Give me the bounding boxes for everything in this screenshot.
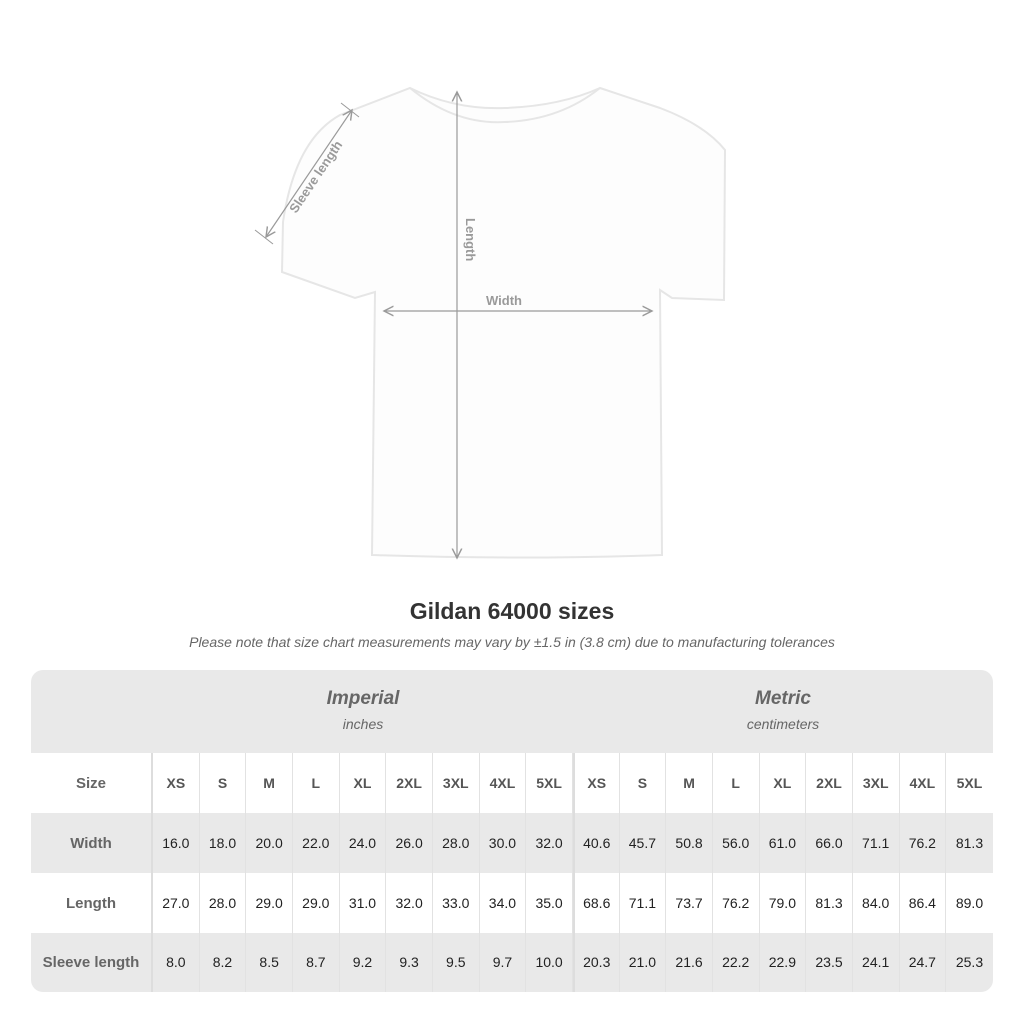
table-cell: 81.3: [806, 873, 853, 933]
table-cell: 73.7: [666, 873, 713, 933]
metric-group-header: Metric centimeters: [573, 670, 993, 753]
table-row: Width 16.0 18.0 20.0 22.0 24.0 26.0 28.0 30.0 32.…: [31, 813, 993, 873]
table-cell: 89.0: [955, 895, 984, 911]
table-cell: 25.3: [955, 954, 984, 970]
size-header-row: Size XS S M L XL 2XL 3XL 4XL 5XL XS S M L XL 2XL 3XL 4XL…: [31, 753, 993, 813]
sleeve-arrow: [266, 110, 352, 237]
table-cell: 24.7: [900, 932, 947, 992]
table-cell: 22.9: [760, 932, 807, 992]
table-cell: 21.0: [620, 932, 667, 992]
row-label: Sleeve length: [31, 932, 153, 992]
size-header-cell: 3XL: [433, 753, 480, 813]
table-cell: 21.6: [666, 932, 713, 992]
size-header-cell: 5XL: [526, 753, 573, 813]
table-cell: 9.3: [386, 932, 433, 992]
size-header-cell: 2XL: [386, 753, 433, 813]
table-cell: 27.0: [153, 873, 200, 933]
table-cell: 81.3: [955, 835, 984, 851]
table-cell: 9.5: [433, 932, 480, 992]
table-cell: 35.0: [526, 873, 573, 933]
table-cell: 9.2: [340, 932, 387, 992]
width-label: Width: [486, 293, 522, 308]
table-cell: 8.2: [200, 932, 247, 992]
table-cell: 8.5: [246, 932, 293, 992]
table-cell: 66.0: [806, 813, 853, 873]
table-cell: 34.0: [480, 873, 527, 933]
table-cell: 31.0: [340, 873, 387, 933]
table-cell: 18.0: [200, 813, 247, 873]
size-header-cell: 5XL: [956, 775, 983, 791]
table-cell: 22.0: [293, 813, 340, 873]
page-title: Gildan 64000 sizes: [409, 598, 615, 624]
table-cell: 30.0: [480, 813, 527, 873]
table-cell: 8.7: [293, 932, 340, 992]
table-cell: 40.6: [572, 813, 620, 873]
size-header-cell: XL: [340, 753, 387, 813]
size-header-cell: XS: [153, 753, 200, 813]
size-label: Size: [31, 753, 153, 813]
size-header-cell: 2XL: [806, 753, 853, 813]
table-cell: 76.2: [713, 873, 760, 933]
table-cell: 79.0: [760, 873, 807, 933]
table-cell: 8.0: [153, 932, 200, 992]
group-unit: centimeters: [746, 716, 820, 732]
table-cell: 50.8: [666, 813, 713, 873]
table-cell: 23.5: [806, 932, 853, 992]
size-header-cell: XS: [572, 753, 620, 813]
size-header-cell: XL: [760, 753, 807, 813]
length-label: Length: [463, 218, 478, 261]
table-cell: 86.4: [900, 873, 947, 933]
size-header-cell: S: [620, 753, 667, 813]
table-row: Length 27.0 28.0 29.0 29.0 31.0 32.0 33.0 34.0 35…: [31, 873, 993, 933]
group-unit: inches: [342, 716, 384, 732]
table-cell: 56.0: [713, 813, 760, 873]
table-cell: 76.2: [900, 813, 947, 873]
table-cell: 26.0: [386, 813, 433, 873]
table-cell: 10.0: [526, 932, 573, 992]
table-cell: 68.6: [572, 873, 620, 933]
table-cell: 20.0: [246, 813, 293, 873]
size-header-cell: M: [246, 753, 293, 813]
tshirt-diagram: Sleeve length Length Width: [254, 86, 727, 590]
size-header-cell: 3XL: [853, 753, 900, 813]
size-header-cell: 4XL: [900, 753, 947, 813]
imperial-group-header: Imperial inches: [153, 670, 573, 753]
table-cell: 32.0: [526, 813, 573, 873]
table-cell: 22.2: [713, 932, 760, 992]
table-row: Sleeve length 8.0 8.2 8.5 8.7 9.2 9.3 9.5 9.7 10.…: [31, 932, 993, 992]
table-cell: 84.0: [853, 873, 900, 933]
table-cell: 71.1: [620, 873, 667, 933]
tshirt-image: [280, 86, 727, 559]
table-cell: 33.0: [433, 873, 480, 933]
table-cell: 61.0: [760, 813, 807, 873]
group-name: Imperial: [326, 688, 400, 709]
row-label: Width: [31, 813, 153, 873]
row-label: Length: [31, 873, 153, 933]
table-cell: 28.0: [433, 813, 480, 873]
table-cell: 45.7: [620, 813, 667, 873]
table-cell: 24.1: [853, 932, 900, 992]
table-cell: 24.0: [340, 813, 387, 873]
table-cell: 28.0: [200, 873, 247, 933]
size-header-cell: L: [713, 753, 760, 813]
table-cell: 29.0: [246, 873, 293, 933]
size-header-cell: L: [293, 753, 340, 813]
table-cell: 29.0: [293, 873, 340, 933]
size-header-cell: M: [666, 753, 713, 813]
tolerance-note: Please note that size chart measurements…: [189, 634, 835, 650]
size-header-cell: S: [200, 753, 247, 813]
group-name: Metric: [755, 688, 811, 709]
table-cell: 32.0: [386, 873, 433, 933]
size-table: Imperial inches Metric centimeters Size …: [31, 670, 993, 992]
table-cell: 9.7: [480, 932, 527, 992]
table-cell: 16.0: [153, 813, 200, 873]
table-cell: 71.1: [853, 813, 900, 873]
size-header-cell: 4XL: [480, 753, 527, 813]
table-cell: 20.3: [572, 932, 620, 992]
